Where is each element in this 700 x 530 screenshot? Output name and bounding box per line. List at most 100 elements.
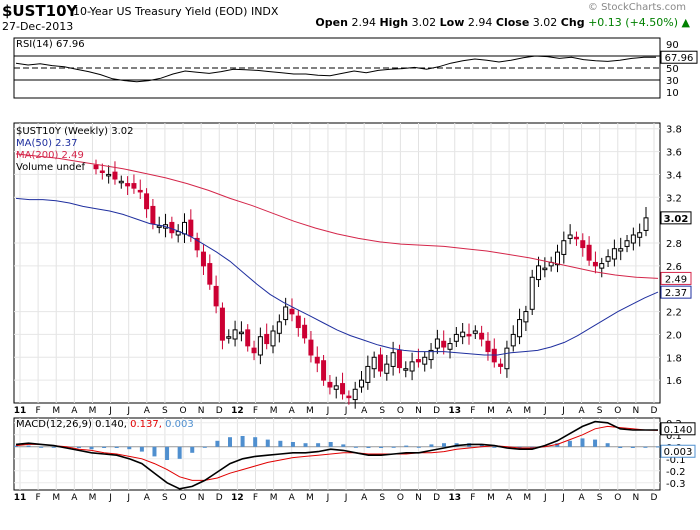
macd-x-tick-label: A — [578, 493, 585, 503]
macd-histogram-bar — [240, 436, 245, 447]
macd-histogram-bar — [618, 446, 623, 448]
macd-x-tick-label: J — [543, 493, 547, 503]
price-x-tick-label: J — [543, 406, 547, 416]
macd-histogram-bar — [530, 446, 535, 448]
ohlc-summary: Open 2.94 High 3.02 Low 2.94 Close 3.02 … — [315, 16, 690, 29]
price-x-tick-label: M — [270, 406, 278, 416]
macd-x-tick-label: A — [71, 493, 78, 503]
price-candle-body — [365, 365, 371, 383]
high-value: 3.02 — [411, 16, 437, 29]
macd-x-tick-label: M — [89, 493, 97, 503]
rsi-y-tick-label: 10 — [666, 88, 679, 99]
macd-x-tick-label: D — [651, 493, 658, 503]
price-x-tick-label: S — [162, 406, 168, 416]
macd-histogram-bar — [39, 446, 44, 448]
macd-x-tick-label: A — [289, 493, 296, 503]
macd-histogram-bar — [517, 446, 522, 448]
price-x-tick-label: F — [470, 406, 475, 416]
price-candle-body — [396, 349, 402, 369]
rsi-y-tick-label: 50 — [666, 64, 679, 75]
chg-label: Chg — [560, 16, 585, 29]
price-candle-body — [321, 360, 327, 381]
macd-histogram-bar — [316, 443, 321, 447]
price-candle-body — [453, 333, 459, 342]
exchange: INDX — [250, 5, 279, 18]
macd-histogram-bar — [51, 446, 56, 448]
chart-symbol: $UST10Y — [2, 2, 78, 20]
price-y-tick-label: 2.8 — [666, 239, 682, 250]
price-x-tick-label: F — [253, 406, 258, 416]
price-candle-body — [125, 183, 131, 187]
price-x-tick-label: A — [289, 406, 296, 416]
macd-x-tick-label: N — [198, 493, 205, 503]
macd-histogram-bar — [379, 446, 384, 448]
price-candle-body — [384, 363, 390, 374]
price-candle-body — [554, 251, 560, 266]
price-y-tick-label: 3.6 — [666, 148, 682, 159]
macd-histogram-bar — [114, 446, 119, 448]
macd-x-tick-label: J — [126, 493, 130, 503]
price-x-tick-label: M — [487, 406, 495, 416]
price-x-tick-label: 13 — [448, 406, 461, 416]
price-x-tick-label: A — [506, 406, 513, 416]
macd-histogram-bar — [567, 440, 572, 447]
price-candle-body — [188, 219, 194, 237]
macd-x-tick-label: O — [179, 493, 186, 503]
ma200-legend-label: MA(200) 2.49 — [16, 150, 84, 161]
macd-legend-part: 0.140, — [95, 419, 130, 430]
macd-histogram-bar — [366, 446, 371, 448]
macd-histogram-bar — [353, 446, 358, 448]
price-x-tick-label: O — [397, 406, 404, 416]
price-candle-body — [106, 173, 112, 177]
price-candle-body — [624, 240, 630, 247]
macd-histogram-bar — [479, 444, 484, 447]
price-y-tick-label: 1.6 — [666, 376, 682, 387]
rsi-last-value-box — [660, 50, 698, 64]
macd-x-tick-label: F — [253, 493, 258, 503]
price-candle-body — [327, 381, 333, 388]
price-candle-body — [118, 180, 124, 184]
price-panel-frame — [13, 122, 661, 404]
price-candle-body — [238, 331, 244, 335]
macd-signal-line — [15, 425, 659, 481]
price-x-tick-label: O — [179, 406, 186, 416]
price-candle-body — [226, 336, 232, 339]
price-candle-body — [441, 340, 447, 348]
ma200-tag-box — [660, 271, 692, 285]
macd-x-tick-label: J — [326, 493, 330, 503]
price-candle-body — [390, 352, 396, 367]
price-candle-body — [491, 348, 497, 363]
price-candle-body — [523, 311, 529, 323]
macd-line — [15, 420, 658, 490]
rsi-legend-label: RSI(14) 67.96 — [16, 39, 85, 50]
price-candle-body — [536, 265, 542, 281]
price-candle-body — [542, 267, 548, 271]
price-candle-body — [182, 221, 188, 235]
macd-histogram-bar — [643, 446, 648, 448]
ma50-tag-box — [660, 285, 692, 299]
price-x-tick-label: J — [126, 406, 130, 416]
macd-histogram-bar — [328, 442, 333, 447]
price-candle-body — [200, 251, 206, 267]
price-candle-body — [340, 383, 346, 395]
instrument-name: 10-Year US Treasury Yield (EOD) — [73, 5, 248, 18]
price-candle-body — [592, 261, 598, 267]
macd-x-tick-label: 12 — [231, 493, 244, 503]
price-candle-body — [637, 232, 643, 238]
macd-x-tick-label: F — [470, 493, 475, 503]
macd-histogram-bar — [278, 440, 283, 447]
price-x-tick-label: A — [578, 406, 585, 416]
macd-histogram-bar — [555, 443, 560, 447]
price-x-tick-label: M — [52, 406, 60, 416]
price-x-tick-label: S — [379, 406, 385, 416]
macd-legend-part: 0.137, — [130, 419, 165, 430]
price-x-tick-label: S — [597, 406, 603, 416]
macd-y-tick-label: -0.1 — [666, 455, 686, 466]
price-candle-body — [264, 333, 270, 345]
price-x-tick-label: N — [633, 406, 640, 416]
macd-x-tick-label: O — [397, 493, 404, 503]
chg-up-arrow-icon: ▲ — [681, 16, 690, 29]
open-value: 2.94 — [351, 16, 376, 29]
macd-histogram-bar — [165, 446, 170, 460]
price-candle-body — [131, 183, 137, 189]
